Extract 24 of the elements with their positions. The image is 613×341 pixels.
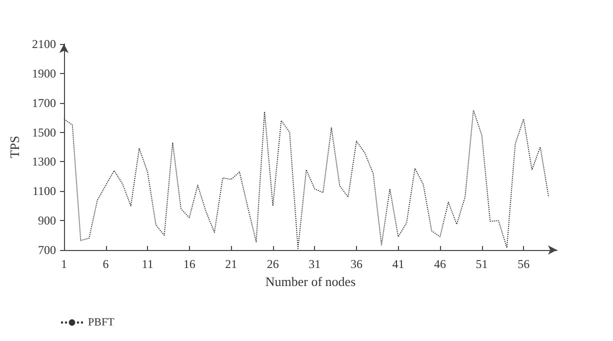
- legend-label: PBFT: [88, 316, 115, 328]
- y-tick-label: 1300: [32, 154, 56, 169]
- y-tick-label: 1100: [32, 184, 56, 198]
- x-tick-label: 46: [434, 257, 446, 271]
- x-tick-label: 26: [266, 257, 279, 271]
- x-tick-label: 56: [518, 257, 530, 271]
- x-axis-title: Number of nodes: [265, 274, 356, 289]
- y-tick-label: 2100: [32, 37, 56, 51]
- x-tick-label: 36: [350, 257, 362, 271]
- y-tick-label: 1500: [32, 125, 56, 140]
- x-tick-label: 31: [308, 257, 321, 271]
- x-tick-label: 21: [225, 257, 238, 271]
- y-tick-label: 700: [38, 243, 56, 257]
- y-tick-label: 1700: [32, 96, 56, 110]
- x-tick-label: 1: [61, 257, 67, 271]
- x-tick-label: 16: [183, 257, 196, 271]
- line-series: [64, 110, 550, 250]
- x-tick-label: 11: [142, 257, 154, 271]
- x-tick-label: 41: [392, 257, 404, 271]
- y-tick-label: 900: [38, 214, 56, 228]
- x-tick-label: 51: [476, 257, 488, 271]
- y-axis-title: TPS: [7, 136, 22, 158]
- y-tick-label: 1900: [32, 66, 56, 80]
- x-tick-label: 6: [102, 257, 109, 271]
